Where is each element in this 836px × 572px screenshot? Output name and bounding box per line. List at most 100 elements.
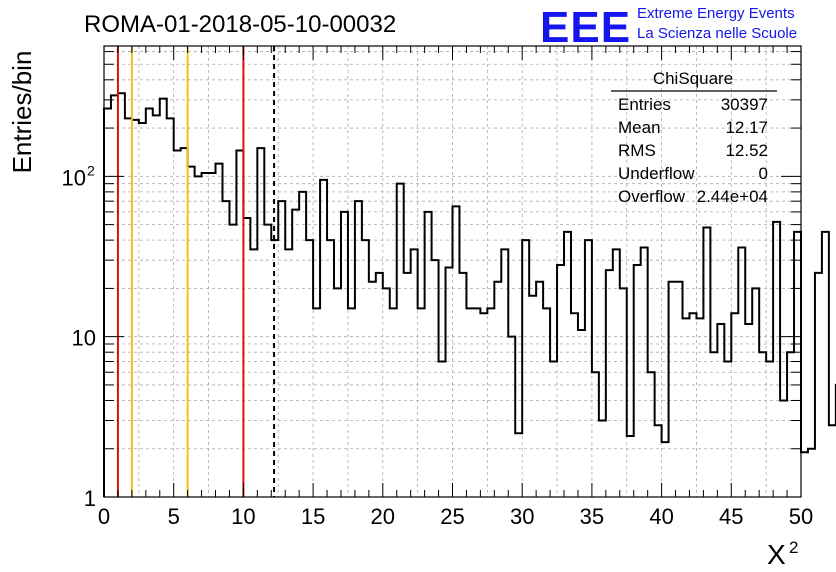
histogram-bin (473, 308, 480, 497)
histogram-bin (585, 240, 592, 497)
histogram-bin (243, 218, 250, 497)
histogram-bin (557, 265, 564, 497)
histogram-bin (669, 282, 676, 497)
histogram-bin (439, 362, 446, 497)
histogram-bin (418, 308, 425, 497)
y-tick-label: 10 (62, 165, 86, 190)
histogram-bin (501, 249, 508, 497)
histogram-bin (292, 210, 299, 497)
histogram-bin (822, 232, 829, 497)
histogram-bin (724, 362, 731, 497)
histogram-bin (299, 192, 306, 497)
histogram-bin (655, 425, 662, 497)
x-axis-title-superscript: 2 (789, 538, 798, 557)
histogram-bin (146, 108, 153, 497)
histogram-bin (327, 240, 334, 497)
stats-label-entries: Entries (618, 95, 671, 114)
y-tick-label: 10 (72, 326, 96, 351)
eee-logo: EEE Extreme Energy Events La Scienza nel… (540, 3, 797, 52)
histogram-bin (717, 324, 724, 497)
histogram-bin (536, 282, 543, 497)
x-tick-label: 0 (98, 504, 110, 529)
histogram-bin (118, 93, 125, 497)
histogram-bin (480, 313, 487, 497)
histogram-bin (641, 247, 648, 497)
histogram-bin (425, 212, 432, 497)
histogram-bin (257, 148, 264, 497)
histogram-bin (167, 118, 174, 497)
histogram-bin (222, 201, 229, 497)
stats-value-rms: 12.52 (725, 141, 768, 160)
histogram-bin (745, 324, 752, 497)
histogram-bin (815, 273, 822, 497)
histogram-bin (550, 362, 557, 497)
histogram-bin (683, 318, 690, 497)
stats-value-underflow: 0 (759, 164, 768, 183)
stats-label-mean: Mean (618, 118, 661, 137)
x-tick-label: 30 (510, 504, 534, 529)
chart-title: ROMA-01-2018-05-10-00032 (84, 11, 396, 38)
histogram-bin (662, 442, 669, 497)
histogram-bin (808, 449, 815, 497)
stats-label-rms: RMS (618, 141, 656, 160)
histogram-bin (348, 308, 355, 497)
histogram-bin (334, 288, 341, 497)
histogram-bin (188, 167, 195, 497)
histogram-bin (703, 227, 710, 497)
stats-label-underflow: Underflow (618, 164, 695, 183)
x-tick-label: 35 (580, 504, 604, 529)
histogram-bin (620, 288, 627, 497)
histogram-bin (404, 273, 411, 497)
histogram-bin (397, 184, 404, 497)
grid-layer (104, 46, 801, 497)
histogram-bin (801, 452, 808, 497)
histogram-bin (446, 268, 453, 497)
histogram-layer (103, 92, 836, 497)
histogram-bin (508, 337, 515, 497)
histogram-bin (766, 362, 773, 497)
histogram-bin (229, 225, 236, 497)
histogram-bin (543, 308, 550, 497)
stats-box: ChiSquare Entries 30397 Mean 12.17 RMS 1… (611, 69, 777, 206)
histogram-bin (578, 330, 585, 497)
x-tick-label: 40 (649, 504, 673, 529)
histogram-bin (362, 240, 369, 497)
histogram-bin (634, 265, 641, 497)
histogram-bin (710, 352, 717, 497)
histogram-bin (264, 225, 271, 497)
histogram-bin (306, 240, 313, 497)
histogram-bin (648, 372, 655, 497)
x-tick-label: 15 (301, 504, 325, 529)
y-tick-label: 1 (84, 486, 96, 511)
histogram-bin (390, 308, 397, 497)
histogram-bin (752, 288, 759, 497)
histogram-bin (794, 232, 801, 497)
histogram-outline (103, 92, 836, 497)
histogram-bin (160, 99, 167, 497)
histogram-bin (104, 108, 111, 497)
histogram-bin (132, 120, 139, 497)
logo-mark: EEE (540, 3, 631, 52)
histogram-bin (236, 150, 243, 497)
x-axis-title: X (767, 539, 786, 570)
histogram-bin (696, 318, 703, 497)
x-tick-label: 10 (231, 504, 255, 529)
histogram-bin (759, 352, 766, 497)
histogram-bin (829, 425, 836, 497)
histogram-bin (613, 249, 620, 497)
histogram-bin (466, 308, 473, 497)
histogram-bin (780, 400, 787, 497)
logo-line-1: Extreme Energy Events (637, 5, 795, 22)
vertical-lines-layer (116, 46, 276, 497)
logo-line-2: La Scienza nelle Scuole (637, 25, 797, 42)
histogram-bin (627, 436, 634, 497)
y-tick-label-exponent: 2 (87, 162, 95, 178)
histogram-bin (369, 282, 376, 497)
histogram-bin (773, 222, 780, 497)
histogram-bin (250, 249, 257, 497)
x-tick-label: 20 (371, 504, 395, 529)
histogram-bin (571, 313, 578, 497)
histogram-bin (209, 173, 216, 497)
